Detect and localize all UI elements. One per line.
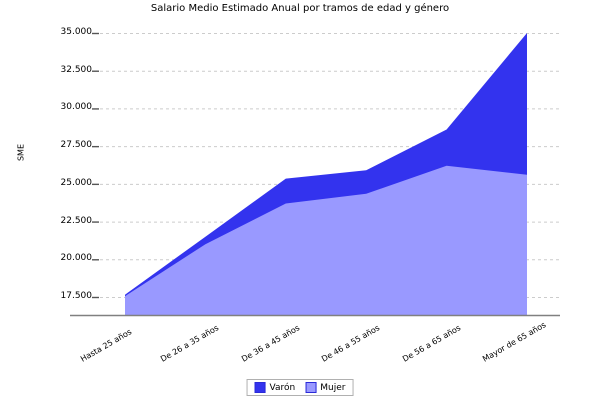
legend-item[interactable]: Varón	[254, 382, 296, 393]
x-axis-tick-label: De 46 a 55 años	[320, 323, 382, 364]
x-axis-tick-label: Mayor de 65 años	[481, 320, 548, 364]
x-axis-tick-label: De 56 a 65 años	[400, 323, 462, 364]
chart-title: Salario Medio Estimado Anual por tramos …	[150, 3, 450, 14]
legend-item[interactable]: Mujer	[305, 382, 345, 393]
y-axis-tick-label: 27.500	[60, 140, 93, 151]
legend-swatch-icon	[254, 382, 266, 393]
area-series	[125, 33, 527, 315]
y-axis-tick-label: 17.500	[60, 291, 93, 301]
y-axis-ticks	[92, 32, 99, 299]
y-axis-tick-label: 20.000	[60, 253, 93, 264]
legend-label: Mujer	[320, 382, 346, 393]
x-axis-tick-label: De 36 a 45 años	[239, 323, 302, 364]
y-axis-tick-label: 25.000	[60, 177, 93, 188]
y-axis-tick-label: 22.500	[60, 215, 93, 226]
legend-label: Varón	[269, 382, 296, 393]
x-axis-tick-label: De 26 a 35 años	[159, 323, 221, 364]
legend-swatch-icon	[305, 382, 317, 393]
area-series-mujer	[125, 165, 527, 315]
x-axis-tick-label: Hasta 25 años	[79, 327, 134, 364]
y-axis-tick-label: 32.500	[60, 64, 93, 75]
y-axis-tick-label: 35.000	[60, 27, 93, 37]
y-axis-tick-label: 30.000	[60, 102, 93, 113]
chart-legend: Varón Mujer	[246, 379, 354, 396]
y-axis-tick-labels: 17.500 20.000 22.500 25.000 27.500 30.000 32.5…	[30, 0, 93, 400]
